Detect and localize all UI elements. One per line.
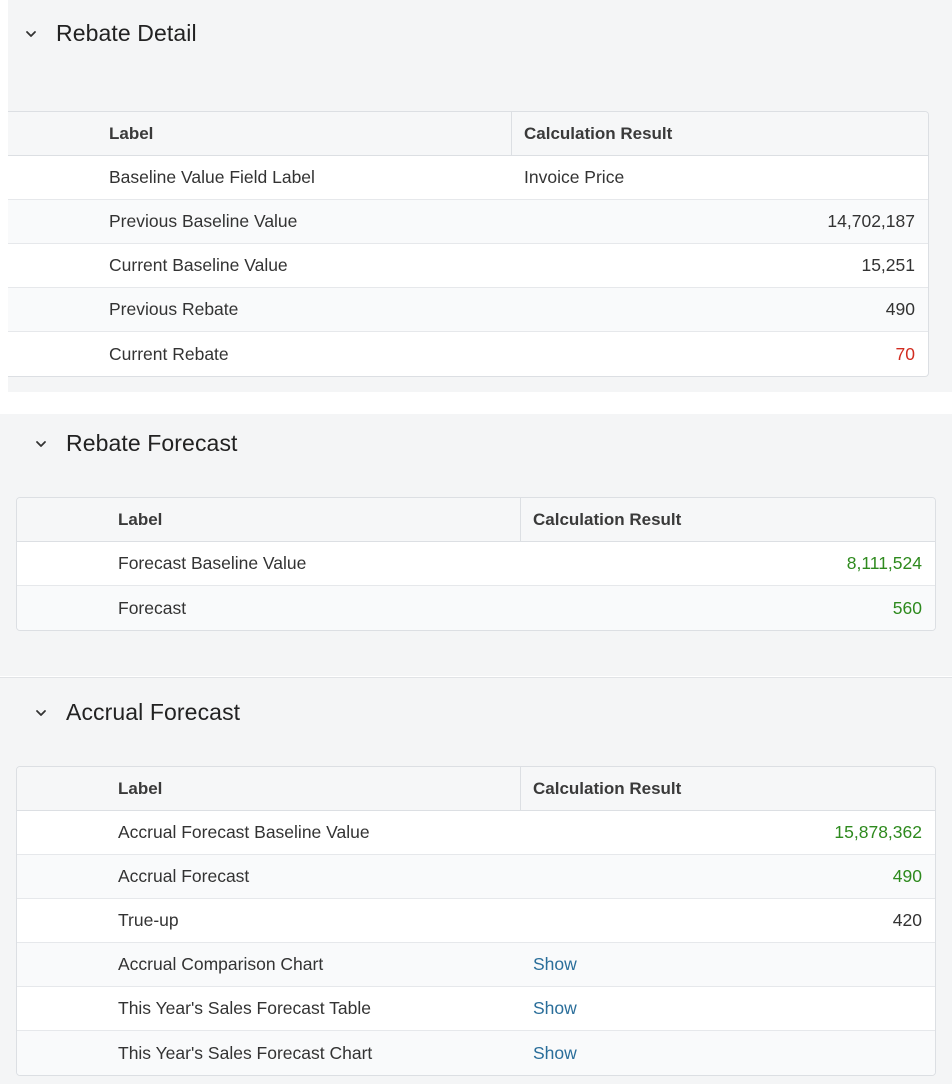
accrual-forecast-header[interactable]: Accrual Forecast bbox=[30, 699, 240, 726]
table-row: Forecast Baseline Value 8,111,524 bbox=[17, 542, 935, 586]
row-label: Current Baseline Value bbox=[109, 255, 288, 275]
table-row: Accrual Forecast 490 bbox=[17, 855, 935, 899]
section-title: Rebate Detail bbox=[56, 20, 197, 46]
row-label: This Year's Sales Forecast Table bbox=[118, 998, 372, 1018]
row-label: Accrual Forecast bbox=[118, 866, 250, 886]
column-header-label[interactable]: Label bbox=[17, 767, 521, 810]
chevron-down-icon[interactable] bbox=[30, 702, 52, 724]
show-sales-forecast-table-link[interactable]: Show bbox=[533, 998, 577, 1018]
row-value: 14,702,187 bbox=[827, 211, 915, 231]
row-value: 420 bbox=[892, 910, 922, 930]
column-header-label[interactable]: Label bbox=[8, 112, 512, 155]
row-value: 490 bbox=[885, 299, 915, 319]
row-value: 560 bbox=[892, 597, 922, 618]
table-row: Previous Baseline Value 14,702,187 bbox=[8, 200, 928, 244]
table-header: Label Calculation Result bbox=[17, 767, 935, 811]
row-label: Forecast Baseline Value bbox=[118, 553, 307, 573]
rebate-detail-header[interactable]: Rebate Detail bbox=[20, 20, 197, 47]
row-label: This Year's Sales Forecast Chart bbox=[118, 1042, 373, 1063]
table-header: Label Calculation Result bbox=[8, 112, 928, 156]
chevron-down-icon[interactable] bbox=[20, 23, 42, 45]
table-row: Accrual Forecast Baseline Value 15,878,3… bbox=[17, 811, 935, 855]
table-row: Baseline Value Field Label Invoice Price bbox=[8, 156, 928, 200]
rebate-forecast-header[interactable]: Rebate Forecast bbox=[30, 430, 238, 457]
column-header-result[interactable]: Calculation Result bbox=[524, 123, 673, 143]
row-value: 8,111,524 bbox=[846, 553, 922, 573]
table-row: Previous Rebate 490 bbox=[8, 288, 928, 332]
column-header-label[interactable]: Label bbox=[17, 498, 521, 541]
accrual-forecast-table: Label Calculation Result Accrual Forecas… bbox=[16, 766, 936, 1076]
column-header-result[interactable]: Calculation Result bbox=[533, 778, 682, 798]
row-value: Invoice Price bbox=[524, 167, 625, 187]
row-value: 15,878,362 bbox=[834, 822, 922, 842]
rebate-detail-table: Label Calculation Result Baseline Value … bbox=[8, 111, 929, 377]
chevron-down-icon[interactable] bbox=[30, 433, 52, 455]
table-row: Accrual Comparison Chart Show bbox=[17, 943, 935, 987]
row-label: Accrual Forecast Baseline Value bbox=[118, 822, 370, 842]
row-value: 15,251 bbox=[861, 255, 915, 275]
row-label: Current Rebate bbox=[109, 343, 229, 364]
column-header-result[interactable]: Calculation Result bbox=[533, 509, 682, 529]
row-label: Previous Rebate bbox=[109, 299, 239, 319]
table-header: Label Calculation Result bbox=[17, 498, 935, 542]
row-label: Previous Baseline Value bbox=[109, 211, 298, 231]
row-label: Accrual Comparison Chart bbox=[118, 954, 324, 974]
row-label: Forecast bbox=[118, 597, 187, 618]
row-label: True-up bbox=[118, 910, 179, 930]
table-row: Forecast 560 bbox=[17, 586, 935, 630]
row-value: 70 bbox=[895, 343, 915, 364]
table-row: Current Baseline Value 15,251 bbox=[8, 244, 928, 288]
show-accrual-comparison-chart-link[interactable]: Show bbox=[533, 954, 577, 974]
table-row: This Year's Sales Forecast Chart Show bbox=[17, 1031, 935, 1075]
table-row: True-up 420 bbox=[17, 899, 935, 943]
row-label: Baseline Value Field Label bbox=[109, 167, 315, 187]
table-row: Current Rebate 70 bbox=[8, 332, 928, 376]
table-row: This Year's Sales Forecast Table Show bbox=[17, 987, 935, 1031]
row-value: 490 bbox=[892, 866, 922, 886]
section-title: Rebate Forecast bbox=[66, 430, 238, 456]
rebate-forecast-table: Label Calculation Result Forecast Baseli… bbox=[16, 497, 936, 631]
show-sales-forecast-chart-link[interactable]: Show bbox=[533, 1042, 577, 1063]
section-title: Accrual Forecast bbox=[66, 699, 241, 725]
